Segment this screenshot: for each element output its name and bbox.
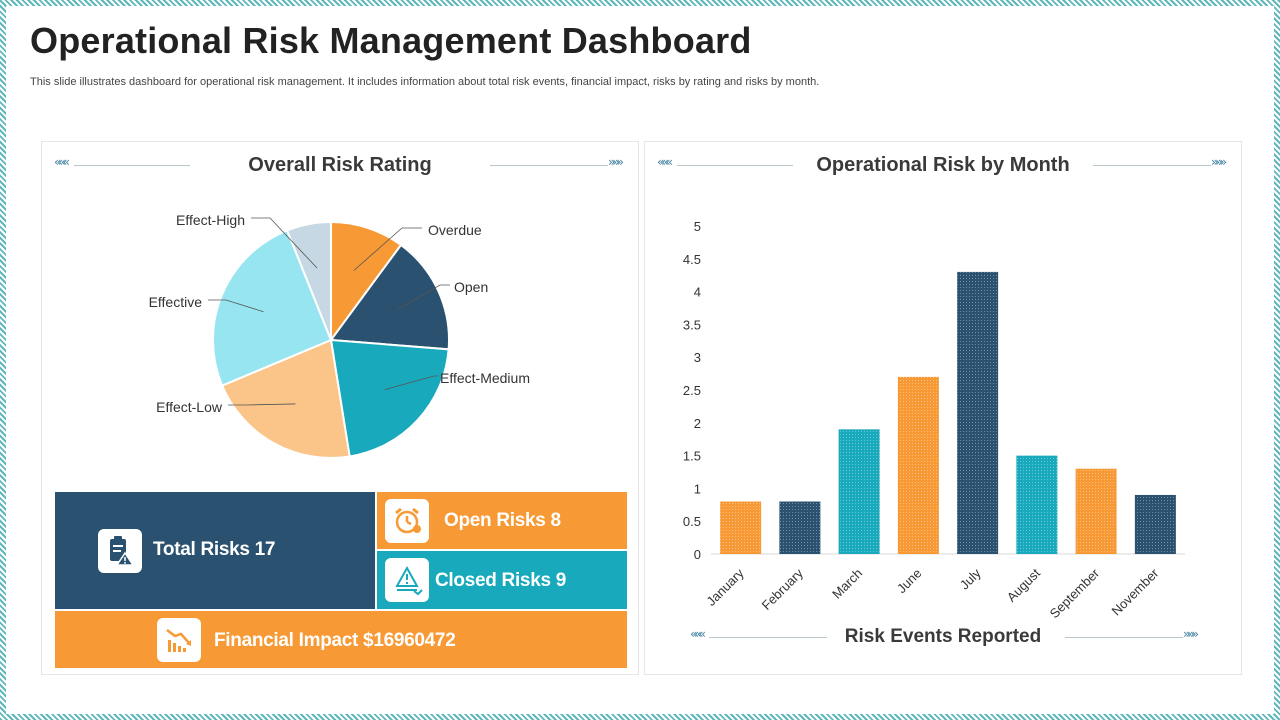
pie-slice-effective[interactable] [212,229,333,387]
y-tick-label: 0.5 [683,514,701,529]
y-tick-label: 1.5 [683,449,701,464]
pie-label-effect-medium: Effect-Medium [440,370,530,386]
y-tick-label: 2.5 [683,383,701,398]
y-tick-label: 3.5 [683,317,701,332]
y-tick-label: 4.5 [683,252,701,267]
bar-november[interactable] [1134,494,1176,554]
y-tick-label: 0 [694,547,701,562]
closed-risks-label: Closed Risks 9 [435,570,566,591]
x-tick-label-june: June [894,566,925,597]
alarm-clock-icon [385,499,429,543]
arrows-right-icon: »»» [1183,627,1199,641]
open-risks-label: Open Risks 8 [444,510,561,531]
risk-by-month-panel: ««« Operational Risk by Month »»» 0 0.5 1 1… [644,141,1242,675]
x-tick-label-november: November [1108,565,1161,618]
pie-leader-line [397,284,450,310]
footer-rule-left [709,637,827,638]
pie-label-effective: Effective [149,294,203,310]
x-tick-label-july: July [957,565,984,592]
pie-label-effect-low: Effect-Low [156,399,223,415]
financial-impact-tile[interactable]: Financial Impact $16960472 [55,611,627,668]
risk-by-month-title: Operational Risk by Month [816,154,1070,176]
arrows-left-icon: ««« [657,155,673,169]
risk-rating-title: Overall Risk Rating [248,154,432,176]
x-tick-label-january: January [703,565,747,609]
y-tick-label: 5 [694,219,701,234]
pie-leader-line [353,227,422,271]
bar-march[interactable] [838,429,880,554]
y-tick-label: 1 [694,481,701,496]
bar-september[interactable] [1075,468,1117,554]
pie-label-overdue: Overdue [428,222,482,238]
pie-leader-line [228,403,296,406]
header-rule-left [677,165,793,166]
total-risks-label: Total Risks 17 [153,539,276,560]
pie-leader-line [384,375,438,391]
x-tick-label-september: September [1047,565,1103,621]
risk-by-month-header: ««« Operational Risk by Month »»» [645,152,1241,182]
open-risks-tile[interactable]: Open Risks 8 [377,492,627,549]
bar-july[interactable] [957,271,999,554]
pie-label-effect-high: Effect-High [176,212,245,228]
risk-rating-panel: ««« Overall Risk Rating »»» Overdue Open E… [41,141,639,675]
alert-triangle-icon [385,558,429,602]
y-tick-label: 3 [694,350,701,365]
arrows-left-icon: ««« [54,155,70,169]
bar-june[interactable] [897,376,939,554]
financial-impact-label: Financial Impact $16960472 [214,630,456,651]
bar-chart-footer: ««« Risk Events Reported »»» [645,624,1241,654]
pie-leader-line [251,217,318,269]
bar-august[interactable] [1016,455,1058,554]
pie-slice-effect-high[interactable] [285,220,332,341]
page-title: Operational Risk Management Dashboard [30,20,752,61]
x-tick-label-august: August [1004,565,1043,604]
clipboard-warning-icon [98,529,142,573]
bar-february[interactable] [779,501,821,554]
closed-risks-tile[interactable]: Closed Risks 9 [377,551,627,609]
x-tick-label-march: March [829,566,865,602]
declining-chart-icon [157,618,201,662]
page-subtitle: This slide illustrates dashboard for ope… [30,76,820,88]
footer-rule-right [1065,637,1183,638]
slide: Operational Risk Management Dashboard Th… [6,6,1274,714]
x-axis-title: Risk Events Reported [844,626,1042,647]
total-risks-tile[interactable]: Total Risks 17 [55,492,375,609]
pie-slice-open[interactable] [329,243,450,351]
bar-january[interactable] [720,501,762,554]
y-tick-label: 2 [694,416,701,431]
risk-by-month-bar-chart: 0 0.5 1 1.5 2 2.5 3 3.5 4 4.5 5 January February Marc… [683,219,1185,621]
pie-slice-effect-low[interactable] [220,338,351,459]
arrows-right-icon: »»» [1211,155,1227,169]
arrows-right-icon: »»» [608,155,624,169]
pie-slice-effect-medium[interactable] [329,338,450,458]
pie-slice-overdue[interactable] [330,220,403,344]
arrows-left-icon: ««« [690,627,706,641]
x-tick-label-february: February [759,565,807,613]
pie-label-open: Open [454,279,488,295]
pie-leader-line [208,299,264,313]
header-rule-right [1093,165,1211,166]
risk-rating-header: ««« Overall Risk Rating »»» [42,152,638,182]
header-rule-right [490,165,608,166]
y-tick-label: 4 [694,285,701,300]
header-rule-left [74,165,190,166]
risk-rating-pie-chart: Overdue Open Effect-Medium Effect-Low Effect… [149,212,530,459]
